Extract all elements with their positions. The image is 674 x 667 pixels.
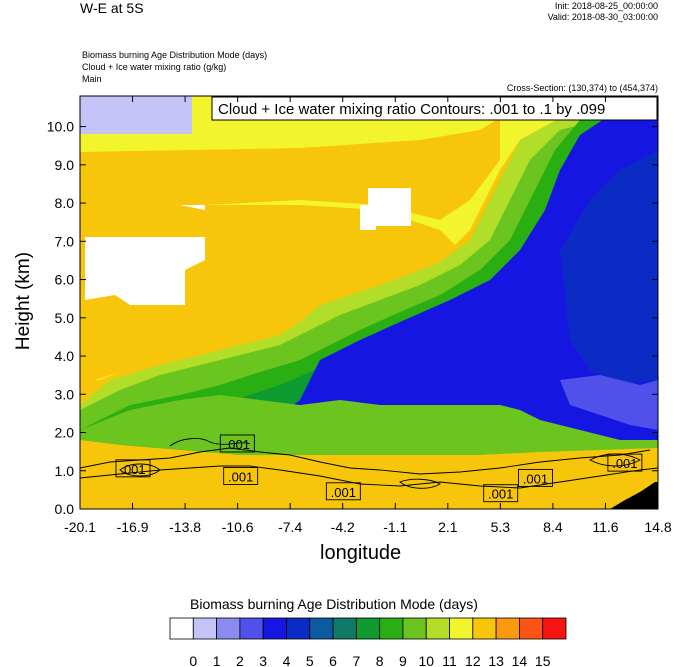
y-tick-label: 9.0 (55, 157, 75, 173)
field-description-main: Main (82, 74, 102, 84)
contour-annotation-box (211, 96, 658, 121)
field-description-aod-mode: Biomass burning Age Distribution Mode (d… (82, 50, 268, 60)
contour-label-box (115, 459, 151, 478)
colorbar-swatch (239, 617, 264, 640)
y-tick-label: 5.0 (55, 310, 75, 326)
colorbar-label: 5 (306, 653, 314, 667)
colorbar-swatch (169, 617, 194, 640)
contour-label-box (517, 468, 553, 487)
x-axis-label: longitude (320, 542, 402, 564)
colorbar-label: 9 (399, 653, 407, 667)
y-tick-label: 8.0 (55, 195, 75, 211)
y-tick-label: 0.0 (55, 501, 75, 517)
x-axis: -20.1 -16.9 -13.8 -10.6 -7.4 -4.2 -1.1 2.1 5.3 8.… (64, 96, 672, 535)
colorbar-swatch (262, 617, 287, 640)
colorbar-swatch (286, 617, 311, 640)
chart-title: W-E at 5S (80, 0, 144, 16)
contour-label: .001 (120, 462, 145, 477)
colorbar-swatch (402, 617, 427, 640)
init-time: Init: 2018-08-25_00:00:00 (554, 1, 658, 11)
contour-label: .001 (225, 437, 250, 452)
cross-section-label: Cross-Section: (130,374) to (454,374) (506, 83, 658, 93)
colorbar-label: 8 (376, 653, 384, 667)
x-tick-label: 11.6 (592, 519, 618, 535)
age-mode-field (80, 96, 658, 509)
colorbar-label: 1 (213, 653, 221, 667)
x-tick-label: -4.2 (331, 519, 355, 535)
contour-labels: .001 .001 .001 .001 .001 .001 .001 (115, 434, 643, 503)
contour-annotation: Cloud + Ice water mixing ratio Contours:… (218, 101, 605, 118)
contour-label: .001 (228, 469, 253, 484)
colorbar-label: 15 (535, 653, 551, 667)
colorbar-swatch (425, 617, 450, 640)
contour-label: .001 (331, 485, 356, 500)
y-tick-label: 1.0 (55, 463, 75, 479)
colorbar-label: 7 (352, 653, 360, 667)
colorbar-label: 12 (465, 653, 481, 667)
colorbar-label: 14 (512, 653, 528, 667)
colorbar-swatch (379, 617, 404, 640)
colorbar-swatch (332, 617, 357, 640)
colorbar-swatch (519, 617, 544, 640)
colorbar-swatch (542, 617, 567, 640)
colorbar-label: 10 (418, 653, 434, 667)
colorbar-swatch (495, 617, 520, 640)
contour-label-box (325, 482, 361, 501)
colorbar-swatch (449, 617, 474, 640)
colorbar-label: 6 (329, 653, 337, 667)
contour-label-box (483, 484, 519, 503)
y-tick-label: 4.0 (55, 348, 75, 364)
colorbar-title: Biomass burning Age Distribution Mode (d… (190, 596, 478, 612)
colorbar-swatch (192, 617, 217, 640)
contour-label: .001 (612, 456, 637, 471)
y-tick-label: 10.0 (47, 119, 74, 135)
x-tick-label: -7.4 (278, 519, 302, 535)
field-description-cloud-ice: Cloud + Ice water mixing ratio (g/kg) (82, 62, 227, 72)
contour-label: .001 (488, 487, 513, 502)
x-tick-label: 8.4 (543, 519, 563, 535)
x-tick-label: -13.8 (169, 519, 201, 535)
y-tick-label: 6.0 (55, 272, 75, 288)
colorbar-label: 13 (488, 653, 504, 667)
y-tick-label: 7.0 (55, 233, 75, 249)
contour-label-box (607, 453, 643, 472)
x-tick-label: -16.9 (117, 519, 149, 535)
x-tick-label: 5.3 (491, 519, 511, 535)
colorbar-swatch (472, 617, 497, 640)
x-tick-label: -10.6 (222, 519, 254, 535)
plot-frame (79, 95, 659, 510)
valid-time: Valid: 2018-08-30_03:00:00 (547, 12, 658, 22)
y-axis-label: Height (km) (13, 251, 35, 351)
colorbar-swatch (309, 617, 334, 640)
colorbar-label: 0 (189, 653, 197, 667)
x-tick-label: 2.1 (438, 519, 458, 535)
colorbar-swatch (216, 617, 241, 640)
colorbar-label: 11 (442, 653, 457, 667)
colorbar-label: 3 (259, 653, 267, 667)
colorbar-label: 2 (236, 653, 244, 667)
x-tick-label: -20.1 (64, 519, 96, 535)
contour-label: .001 (523, 471, 548, 486)
colorbar: 0 1 2 3 4 5 6 7 8 9 10 11 12 13 14 15 (169, 617, 567, 667)
y-tick-label: 2.0 (55, 425, 75, 441)
colorbar-swatch (355, 617, 381, 640)
x-tick-label: -1.1 (383, 519, 407, 535)
contour-label-box (223, 467, 259, 485)
contour-label-box (219, 434, 255, 453)
x-tick-label: 14.8 (644, 519, 671, 535)
colorbar-label: 4 (283, 653, 291, 667)
y-tick-label: 3.0 (55, 386, 75, 402)
y-axis: 0.0 1.0 2.0 3.0 4.0 5.0 6.0 7.0 8.0 9.0 10.0 (47, 119, 658, 517)
